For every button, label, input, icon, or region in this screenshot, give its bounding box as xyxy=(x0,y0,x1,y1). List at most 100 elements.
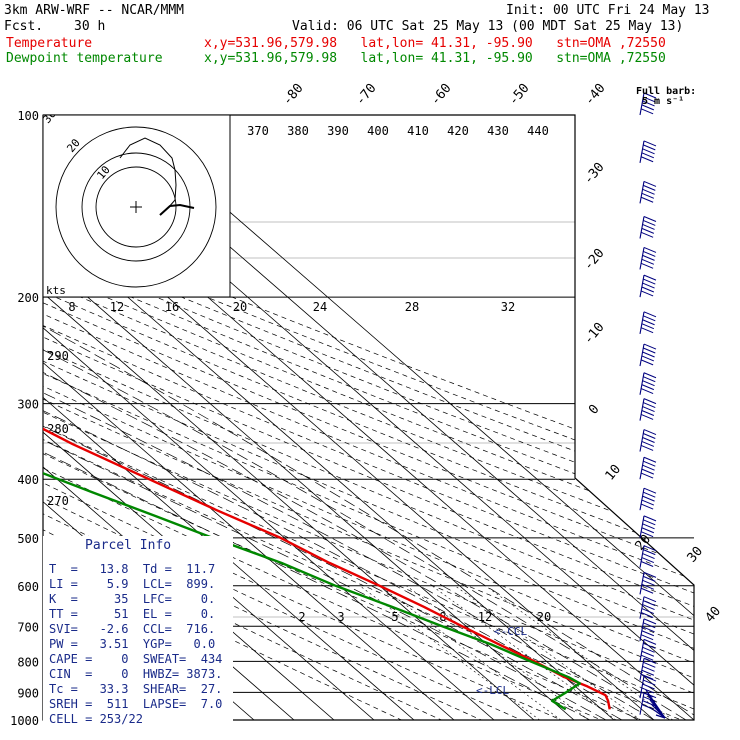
wind-barb xyxy=(639,487,657,511)
dry-adiabat xyxy=(43,115,682,720)
wind-barb-flag xyxy=(642,148,655,155)
wind-barb xyxy=(639,515,657,538)
parcel-row: TT = 51 EL = 0. xyxy=(49,607,216,621)
isotherm-label: 30 xyxy=(685,544,707,566)
wind-barb-flag xyxy=(642,100,655,107)
mixing-ratio-label: 12 xyxy=(478,610,492,624)
wind-barb-flag xyxy=(642,553,655,560)
dry-adiabat xyxy=(43,115,694,720)
wind-barb-flag xyxy=(643,460,656,467)
isotherm-line xyxy=(43,115,375,720)
pressure-label: 200 xyxy=(17,291,39,305)
wind-barb-flag xyxy=(642,254,655,261)
wind-barb-staff xyxy=(639,675,645,699)
wind-barb-flag xyxy=(643,596,657,603)
isotherm-line xyxy=(43,115,495,720)
dry-adiabat xyxy=(43,115,694,720)
wind-barb-flag xyxy=(643,675,657,682)
dry-adiabat xyxy=(43,115,694,720)
isotherm-line xyxy=(43,115,535,720)
wind-barb-flag xyxy=(642,579,655,586)
wind-barb-flag xyxy=(643,429,657,436)
wind-barb-flag xyxy=(640,359,654,366)
mixing-ratio-line xyxy=(431,585,617,720)
moist-adiabat xyxy=(43,296,655,720)
barb-legend-line1: Full barb: xyxy=(636,86,696,97)
pressure-label: 700 xyxy=(17,620,39,634)
wind-barb-flag xyxy=(641,669,655,676)
forecast-hour: 30 h xyxy=(74,19,106,34)
wind-barb-staff xyxy=(639,639,645,662)
wind-barb-flag xyxy=(640,503,654,510)
wind-barb-flag xyxy=(643,600,656,607)
wind-barb-flag xyxy=(643,402,656,409)
dry-adiabat xyxy=(43,115,694,720)
wind-barb-flag xyxy=(642,626,655,633)
wind-barb xyxy=(639,216,657,239)
forecast-label: Fcst. xyxy=(4,19,44,34)
wind-barb-staff xyxy=(639,572,645,595)
parcel-info-panel: Parcel Info T = 13.8 Td = 11.7 LI = 5.9 … xyxy=(43,536,233,726)
isotherm-label: -70 xyxy=(353,81,380,109)
wind-barb-flag xyxy=(641,104,655,111)
wind-barb-flag xyxy=(641,323,655,330)
wind-barb-flag xyxy=(640,634,654,641)
wind-barb-staff xyxy=(639,140,645,164)
wind-barb-staff xyxy=(639,247,645,270)
mixing-ratio-label: 28 xyxy=(405,300,419,314)
wind-barb-flag xyxy=(641,440,655,447)
wind-barb xyxy=(639,140,657,164)
wind-barb-flag xyxy=(641,557,655,563)
parcel-row: PW = 3.51 YGP= 0.0 xyxy=(49,637,216,651)
wind-barb-flag xyxy=(643,315,656,322)
ccl-marker: <-CCL xyxy=(494,625,527,638)
wind-barb-flag xyxy=(642,223,655,230)
wind-barb-flag xyxy=(643,571,657,578)
parcel-row: T = 13.8 Td = 11.7 xyxy=(49,562,216,576)
mixing-ratio-label: 20 xyxy=(233,300,247,314)
wind-barb-flag xyxy=(643,456,657,463)
dewpoint-legend: Dewpoint temperature xyxy=(6,51,163,66)
wind-barb-flag xyxy=(643,140,657,147)
dewpoint-trace xyxy=(43,115,582,711)
hodograph-ring-label: 30 xyxy=(40,107,58,126)
wind-barb xyxy=(639,429,657,452)
mixing-ratio-label: 20 xyxy=(537,610,551,624)
isotherm-label: 0 xyxy=(586,402,603,418)
isotherm-label: -30 xyxy=(581,160,608,188)
wind-barb-flag xyxy=(643,433,656,439)
wind-barb-flag xyxy=(643,549,656,556)
wind-barb-flag xyxy=(642,495,655,502)
wind-barb-flag xyxy=(642,665,655,672)
wind-barb-flag xyxy=(643,274,657,281)
parcel-row: Tc = 33.3 SHEAR= 27. xyxy=(49,682,223,696)
pressure-label: 100 xyxy=(17,109,39,123)
wind-barb-flag xyxy=(641,630,655,637)
wind-barb xyxy=(639,398,657,421)
wind-barb-flag xyxy=(643,216,657,222)
wind-barb-flag xyxy=(643,96,656,103)
theta-label: 420 xyxy=(447,124,469,138)
wind-barb-flag xyxy=(641,355,655,362)
wind-barb-flag xyxy=(643,246,657,253)
wind-barb-flag xyxy=(643,311,657,318)
wind-barb-flag xyxy=(640,413,654,420)
wind-barb xyxy=(639,618,657,641)
wind-barb xyxy=(639,657,657,681)
isotherm-label: -40 xyxy=(582,81,609,109)
wind-barb-flag xyxy=(643,144,656,151)
wind-barb-flag xyxy=(641,258,655,265)
wind-barb-flag xyxy=(640,388,654,395)
wind-barb-flag xyxy=(642,437,655,443)
theta-label: 430 xyxy=(487,124,509,138)
isotherm-line xyxy=(0,115,14,720)
wind-barb-flag xyxy=(643,487,657,494)
wind-barb xyxy=(639,343,657,367)
mixing-ratio-label: 5 xyxy=(391,610,398,624)
wind-barb-flag xyxy=(641,527,655,534)
wind-barb-staff xyxy=(639,92,645,116)
wind-barb-flag xyxy=(642,406,655,412)
wind-barb-staff xyxy=(639,692,645,715)
mixing-ratio-line xyxy=(379,585,562,720)
isotherm-line xyxy=(117,115,694,720)
